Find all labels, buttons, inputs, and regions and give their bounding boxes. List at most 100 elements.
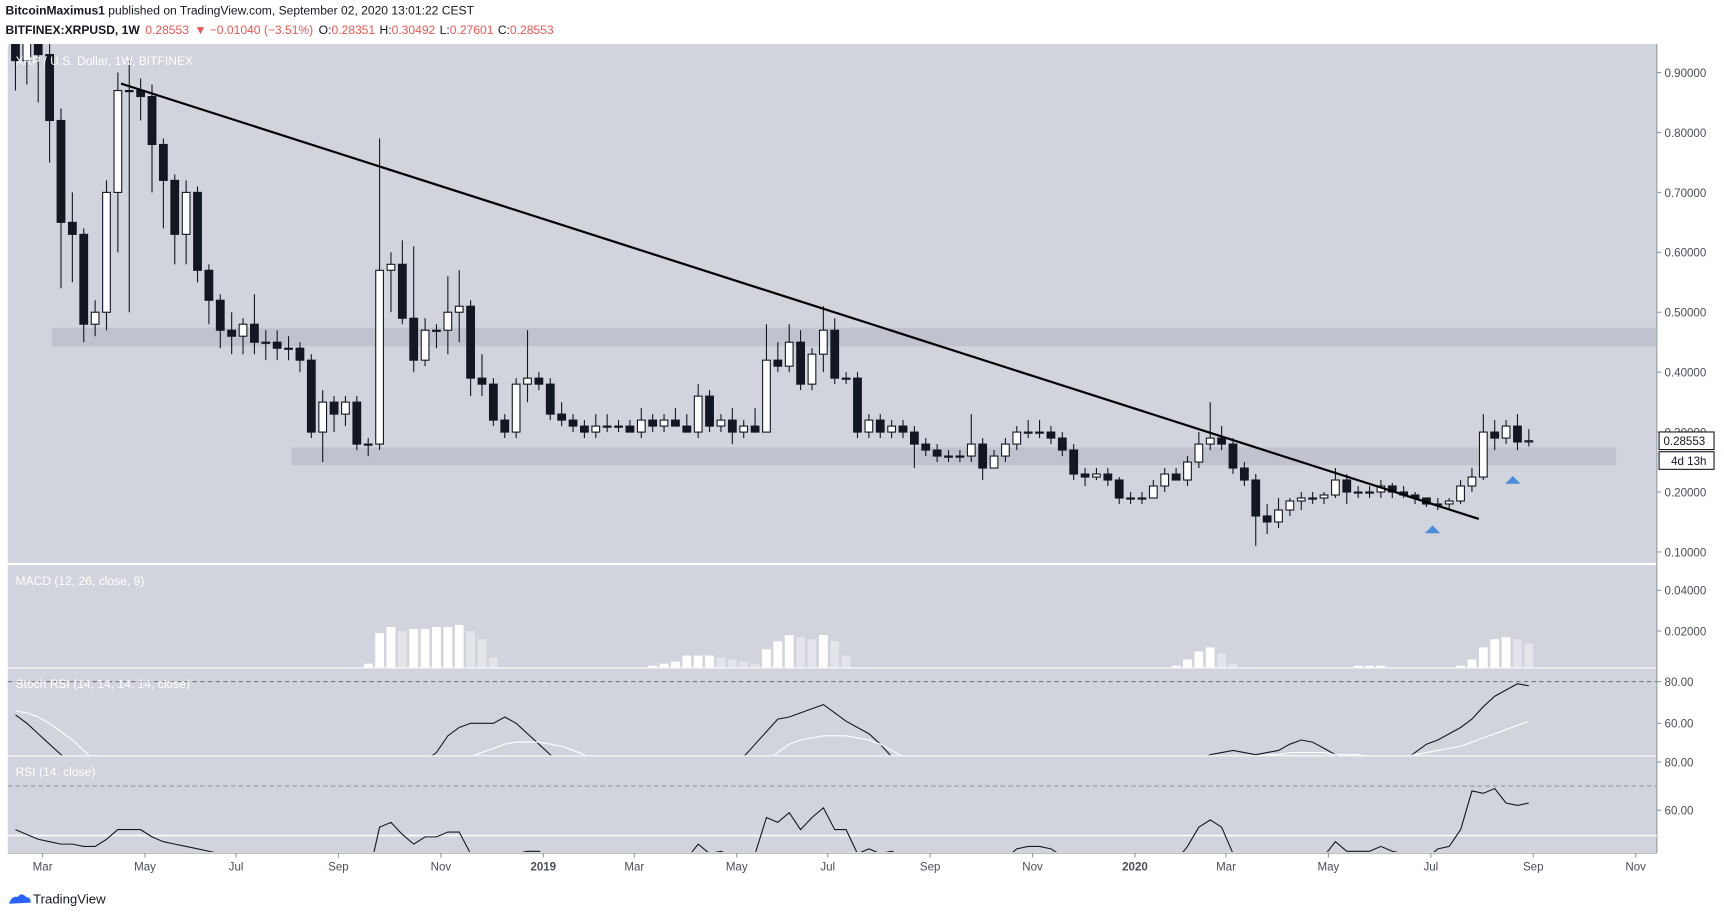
candle-body (511, 383, 521, 433)
candle-body (1148, 485, 1158, 499)
candle-body (158, 143, 168, 181)
candle-body (1444, 500, 1454, 505)
candle-body (625, 425, 635, 433)
y-tick-label: 0.60000 (1665, 248, 1707, 260)
histogram-bar (397, 631, 407, 668)
candle-body (1069, 449, 1079, 475)
candle-body (363, 443, 373, 446)
candle-body (238, 323, 248, 337)
candle-body (1103, 473, 1113, 481)
x-tick-label: Mar (33, 862, 53, 874)
candle-body (397, 263, 407, 319)
histogram-bar (784, 635, 794, 668)
candle-body (1331, 479, 1340, 496)
x-tick-label: Jul (229, 862, 244, 874)
candle-body (784, 341, 794, 367)
price-pane (7, 43, 1657, 563)
candle-body (1205, 437, 1215, 445)
price-legend: XRP / U.S. Dollar, 1W, BITFINEX (15, 54, 193, 68)
header-line-1: BitcoinMaximus1 published on TradingView… (6, 3, 475, 17)
candle-body (580, 425, 589, 433)
histogram-bar (432, 627, 441, 668)
candle-body (1035, 431, 1044, 434)
candle-body (1467, 476, 1477, 487)
candle-body (989, 455, 999, 469)
candle-body (329, 401, 339, 415)
histogram-bar (659, 663, 669, 668)
candle-body (33, 43, 43, 56)
candle-body (1160, 473, 1170, 487)
candle-body (909, 431, 919, 445)
candle-body (796, 341, 805, 385)
marker-triangle (1424, 525, 1441, 534)
candle-body (1023, 431, 1033, 434)
candle-body (1308, 497, 1318, 500)
brand-logo (8, 894, 31, 904)
candle-body (591, 425, 601, 433)
histogram-bar (750, 663, 760, 668)
candle-body (1194, 443, 1204, 463)
candle-body (955, 455, 965, 458)
candle-body (693, 395, 703, 433)
author: BitcoinMaximus1 (6, 3, 106, 17)
candle-body (181, 191, 191, 235)
candle-body (1262, 515, 1272, 523)
histogram-bar (1217, 653, 1227, 668)
candle-body (602, 425, 612, 428)
candle-body (1046, 431, 1056, 439)
stoch-legend: Stoch RSI (14, 14, 14, 14, close) (15, 677, 190, 691)
candle-body (1365, 491, 1374, 494)
histogram-bar (1513, 639, 1522, 668)
open-label: O: (319, 23, 332, 37)
candle-body (432, 329, 441, 332)
histogram-bar (1490, 639, 1500, 668)
histogram-bar (1467, 659, 1477, 668)
histogram-bar (762, 649, 771, 668)
candle-body (90, 311, 100, 325)
candle-body (727, 419, 737, 433)
histogram-bar (739, 661, 749, 668)
countdown-box (1658, 451, 1715, 470)
y-tick-label: 0.20000 (1665, 487, 1707, 499)
histogram-bar (705, 655, 714, 668)
histogram-bar (716, 657, 726, 668)
histogram-bar (1171, 665, 1181, 668)
candle-body (477, 377, 487, 385)
x-tick-label: May (1318, 862, 1340, 874)
x-tick-label: Jul (820, 862, 835, 874)
histogram-bar (1478, 647, 1488, 668)
candle-body (204, 269, 214, 301)
axes: Mar May Jul Sep Nov 2019 Mar May Jul Sep Nov 2020 Ma… (33, 68, 1707, 874)
candle-body (545, 383, 555, 415)
candle-body (409, 317, 419, 361)
candle-body (67, 221, 77, 235)
last-price-box (1658, 431, 1715, 451)
histogram-bar (477, 639, 487, 668)
candle-body (921, 443, 931, 451)
candle-body (1285, 500, 1295, 511)
brand: TradingView (33, 892, 106, 907)
candle-body (170, 179, 180, 235)
candle-body (1490, 431, 1500, 439)
candle-body (534, 377, 544, 385)
candle-body (22, 43, 32, 62)
candle-body (113, 89, 123, 193)
candle-body (557, 413, 567, 421)
y-tick-label: 0.02000 (1665, 626, 1707, 638)
candle-body (875, 419, 885, 433)
stoch-pane (7, 668, 1657, 756)
x-tick-label: 2019 (530, 862, 556, 874)
histogram-bar (830, 641, 840, 668)
candle-body (284, 347, 293, 350)
price-labels: 0.28553 4d 13h (1658, 431, 1715, 470)
candle-body (750, 425, 760, 433)
candle-body (682, 425, 692, 433)
candle-body (261, 341, 271, 344)
indicator-line (15, 787, 1529, 853)
candle-body (887, 425, 897, 433)
x-tick-label: Nov (431, 862, 452, 874)
candle-body (773, 359, 783, 367)
candle-body (45, 54, 54, 122)
candle-body (11, 43, 20, 62)
